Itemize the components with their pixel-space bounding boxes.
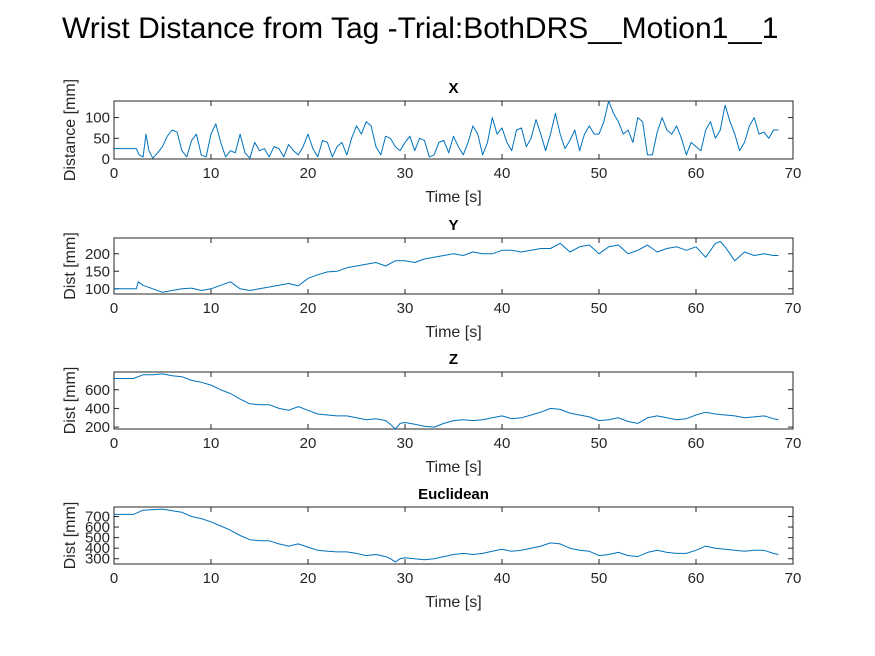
series-line [114,508,779,563]
subplot-title: X [448,80,458,97]
subplot-title: Euclidean [418,486,489,503]
x-tick-label: 10 [203,300,220,317]
x-axis-label: Time [s] [425,324,481,341]
x-tick-label: 30 [397,165,414,182]
y-axis-label: Dist [mm] [62,367,79,435]
y-tick-label: 600 [85,519,110,536]
x-axis-label: Time [s] [425,459,481,476]
series-line [114,373,779,430]
x-tick-label: 10 [203,165,220,182]
y-tick-label: 400 [85,540,110,557]
x-tick-label: 50 [591,435,608,452]
y-axis-label: Distance [mm] [62,79,79,181]
subplot-title: Y [448,217,458,234]
x-tick-label: 60 [688,570,705,587]
x-tick-label: 40 [494,165,511,182]
series-line [114,241,779,293]
x-tick-label: 50 [591,570,608,587]
y-tick-label: 400 [85,400,110,417]
x-tick-label: 30 [397,570,414,587]
x-tick-label: 30 [397,435,414,452]
x-tick-label: 10 [203,570,220,587]
x-tick-label: 50 [591,300,608,317]
x-tick-label: 70 [785,435,802,452]
x-tick-label: 20 [300,570,317,587]
y-tick-label: 200 [85,246,110,263]
x-axis-label: Time [s] [425,594,481,611]
x-tick-label: 60 [688,165,705,182]
axes-box [113,237,794,295]
axes-box [113,506,794,565]
y-tick-label: 200 [85,419,110,436]
x-tick-label: 40 [494,435,511,452]
x-tick-label: 50 [591,165,608,182]
subplot-title: Z [449,351,458,368]
axes-box [113,100,794,160]
y-tick-label: 100 [85,110,110,127]
x-tick-label: 70 [785,300,802,317]
x-tick-label: 40 [494,570,511,587]
x-tick-label: 60 [688,435,705,452]
x-tick-label: 70 [785,165,802,182]
x-tick-label: 70 [785,570,802,587]
x-tick-label: 20 [300,435,317,452]
x-tick-label: 0 [110,165,118,182]
figure-title: Wrist Distance from Tag -Trial:BothDRS__… [62,12,779,45]
y-tick-label: 700 [85,509,110,526]
y-tick-label: 100 [85,281,110,298]
x-tick-label: 10 [203,435,220,452]
y-tick-label: 500 [85,530,110,547]
series-line [114,100,779,159]
x-tick-label: 40 [494,300,511,317]
y-axis-label: Dist [mm] [62,502,79,570]
y-tick-label: 300 [85,551,110,568]
y-tick-label: 0 [102,151,110,168]
x-tick-label: 20 [300,165,317,182]
x-tick-label: 0 [110,300,118,317]
x-tick-label: 20 [300,300,317,317]
y-tick-label: 50 [93,130,110,147]
y-tick-label: 150 [85,263,110,280]
x-tick-label: 0 [110,435,118,452]
y-axis-label: Dist [mm] [62,232,79,300]
x-axis-label: Time [s] [425,189,481,206]
y-tick-label: 600 [85,382,110,399]
x-tick-label: 0 [110,570,118,587]
subplot-x: X 0 10 20 30 40 50 60 70 0 50 100 Time [s] Distance [… [62,79,801,206]
x-tick-label: 30 [397,300,414,317]
x-tick-label: 60 [688,300,705,317]
